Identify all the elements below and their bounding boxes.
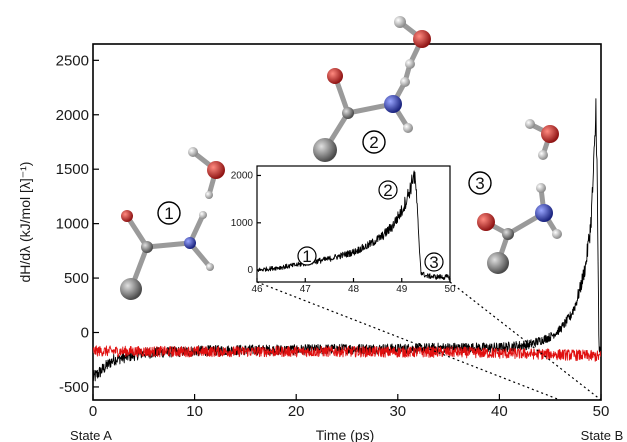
inset-series-line-1 [257,170,450,281]
inset-y-tick-label: 1000 [231,218,254,229]
stage-marker-1: 1 [157,201,181,225]
y-tick-label: 500 [64,270,89,287]
inset-marker-1: 1 [297,246,317,266]
x-tick-label: 30 [389,403,406,420]
nitrogen-atom [184,237,196,249]
inset-x-tick-label: 48 [348,284,360,295]
state-b-label: State B [581,428,624,442]
y-tick-label: 2500 [56,52,89,69]
svg-text:1: 1 [302,247,311,266]
svg-text:1: 1 [164,204,173,223]
svg-text:2: 2 [369,133,378,152]
stage-marker-3: 3 [468,171,492,195]
main-series-group [93,98,601,382]
inset-x-tick-label: 50 [444,284,456,295]
x-tick-label: 10 [186,403,203,420]
inset-connector-left [256,281,561,401]
y-tick-label: -500 [59,379,89,396]
inset-marker-3: 3 [424,252,444,272]
inset-x-tick-label: 47 [300,284,312,295]
series-line-2 [93,345,601,362]
x-tick-label: 20 [288,403,305,420]
y-tick-label: 1500 [56,161,89,178]
y-axis-label: dH/dλ (kJ/mol [λ]⁻¹) [17,162,33,283]
inset-connector-right [449,281,602,401]
svg-text:3: 3 [475,174,484,193]
carbon-atom [120,278,142,300]
state-a-label: State A [70,428,112,442]
inset-y-tick-label: 0 [247,265,253,276]
y-tick-label: 2000 [56,107,89,124]
y-tick-label: 1000 [56,216,89,233]
stage-marker-2: 2 [362,130,386,154]
x-tick-label: 50 [593,403,610,420]
x-tick-label: 0 [89,403,97,420]
plot-frame [92,43,602,401]
inset-x-tick-label: 46 [251,284,263,295]
inset-marker-2: 2 [378,180,398,200]
oxygen-atom [121,210,133,222]
molecule-illustration-3 [477,119,562,274]
y-tick-label: 0 [81,325,89,342]
svg-text:2: 2 [383,181,392,200]
molecule-illustration-1 [120,147,225,300]
svg-text:3: 3 [429,253,438,272]
x-axis-label: Time (ps) [316,427,375,442]
x-tick-label: 40 [491,403,508,420]
inset-x-tick-label: 49 [396,284,408,295]
inset-y-tick-label: 2000 [231,170,254,181]
molecule-illustration-2 [313,16,431,162]
inset-series-group [257,170,450,281]
